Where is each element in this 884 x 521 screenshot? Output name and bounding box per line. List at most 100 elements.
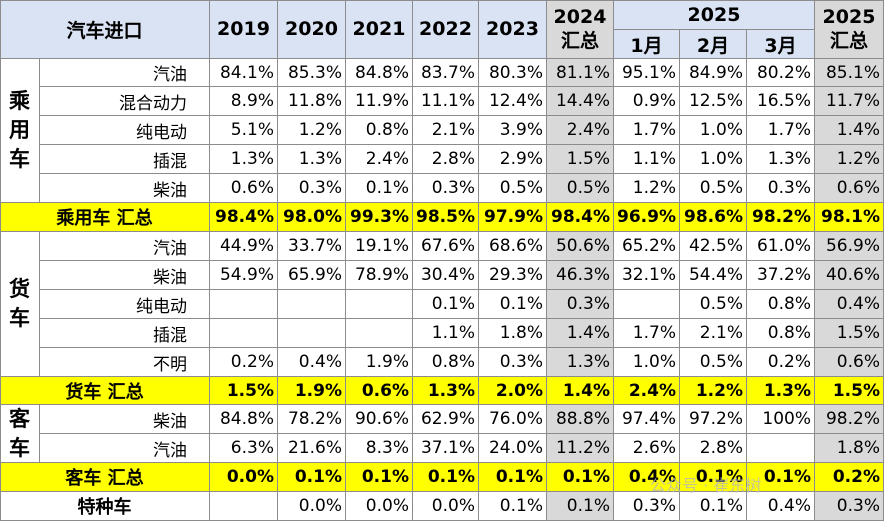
value-cell: 61.0%: [747, 232, 815, 261]
subtotal-value: 2.0%: [479, 377, 547, 405]
value-cell: 83.7%: [413, 59, 479, 87]
value-cell: 88.8%: [547, 405, 614, 434]
value-cell: 0.8%: [413, 348, 479, 377]
value-cell: 2.1%: [413, 116, 479, 145]
value-cell: [747, 434, 815, 463]
value-cell: 97.2%: [680, 405, 747, 434]
row-label: 纯电动: [40, 290, 210, 319]
value-cell: 1.0%: [614, 348, 680, 377]
value-cell: 0.8%: [346, 116, 413, 145]
value-cell: 37.1%: [413, 434, 479, 463]
value-cell: 0.3%: [547, 290, 614, 319]
value-cell: [614, 290, 680, 319]
value-cell: 2.9%: [479, 145, 547, 174]
subtotal-value: 1.2%: [680, 377, 747, 405]
value-cell: 90.6%: [346, 405, 413, 434]
value-cell: 8.9%: [210, 87, 278, 116]
value-cell: 1.7%: [614, 319, 680, 348]
special-value: 0.0%: [413, 492, 479, 521]
value-cell: 2.8%: [413, 145, 479, 174]
special-vehicle-label: 特种车: [0, 492, 210, 521]
subtotal-value: 96.9%: [614, 203, 680, 232]
value-cell: 0.5%: [680, 348, 747, 377]
year-header-2021: 2021: [346, 0, 413, 59]
subtotal-value: 98.5%: [413, 203, 479, 232]
value-cell: 84.8%: [210, 405, 278, 434]
year-header-2019: 2019: [210, 0, 278, 59]
category-char-2-0: 客: [9, 406, 30, 431]
special-value: 0.1%: [479, 492, 547, 521]
year-2025-total-line-0: 2025: [822, 6, 876, 28]
value-cell: 0.1%: [479, 290, 547, 319]
value-cell: 21.6%: [278, 434, 346, 463]
value-cell: 1.4%: [815, 116, 884, 145]
value-cell: 65.2%: [614, 232, 680, 261]
value-cell: 50.6%: [547, 232, 614, 261]
subtotal-value: 1.4%: [547, 377, 614, 405]
value-cell: 16.5%: [747, 87, 815, 116]
subtotal-value: 0.1%: [747, 463, 815, 492]
special-value: 0.3%: [614, 492, 680, 521]
value-cell: 5.1%: [210, 116, 278, 145]
subtotal-value: 0.2%: [815, 463, 884, 492]
subtotal-value: 98.4%: [210, 203, 278, 232]
value-cell: 8.3%: [346, 434, 413, 463]
value-cell: 84.1%: [210, 59, 278, 87]
category-char-2-1: 车: [9, 435, 30, 460]
value-cell: [210, 290, 278, 319]
year-header-2022: 2022: [413, 0, 479, 59]
value-cell: 1.8%: [815, 434, 884, 463]
row-label: 柴油: [40, 405, 210, 434]
value-cell: 0.3%: [413, 174, 479, 203]
subtotal-label: 客车 汇总: [0, 463, 210, 492]
value-cell: 12.4%: [479, 87, 547, 116]
subtotal-value: 1.9%: [278, 377, 346, 405]
value-cell: 30.4%: [413, 261, 479, 290]
value-cell: 1.7%: [747, 116, 815, 145]
value-cell: 1.2%: [278, 116, 346, 145]
value-cell: 0.5%: [680, 174, 747, 203]
value-cell: 12.5%: [680, 87, 747, 116]
special-value: [210, 492, 278, 521]
value-cell: 11.2%: [547, 434, 614, 463]
value-cell: 24.0%: [479, 434, 547, 463]
value-cell: 62.9%: [413, 405, 479, 434]
special-value: 0.1%: [547, 492, 614, 521]
year-2025-total-line-1: 汇总: [829, 30, 868, 52]
subtotal-value: 0.0%: [210, 463, 278, 492]
subtotal-value: 0.6%: [346, 377, 413, 405]
value-cell: 98.2%: [815, 405, 884, 434]
special-value: 0.1%: [680, 492, 747, 521]
row-label: 柴油: [40, 174, 210, 203]
value-cell: 0.5%: [680, 290, 747, 319]
category-label-0: 乘用车: [0, 59, 40, 203]
value-cell: 1.3%: [547, 348, 614, 377]
value-cell: [278, 319, 346, 348]
row-label: 汽油: [40, 59, 210, 87]
month-header-2: 2月: [680, 30, 747, 59]
subtotal-value: 0.1%: [346, 463, 413, 492]
value-cell: 1.9%: [346, 348, 413, 377]
category-char-0-1: 用: [9, 118, 30, 142]
subtotal-value: 99.3%: [346, 203, 413, 232]
value-cell: 0.3%: [479, 348, 547, 377]
value-cell: 1.3%: [210, 145, 278, 174]
subtotal-value: 2.4%: [614, 377, 680, 405]
value-cell: 1.2%: [614, 174, 680, 203]
value-cell: 84.8%: [346, 59, 413, 87]
year-2024-line-0: 2024: [553, 6, 607, 28]
value-cell: 2.4%: [346, 145, 413, 174]
row-label: 插混: [40, 145, 210, 174]
value-cell: 0.6%: [210, 174, 278, 203]
value-cell: 76.0%: [479, 405, 547, 434]
special-value: 0.4%: [747, 492, 815, 521]
category-char-0-0: 乘: [9, 89, 30, 113]
value-cell: 0.5%: [547, 174, 614, 203]
year-header-2024-total: 2024 汇总: [547, 0, 614, 59]
year-header-2025-total: 2025 汇总: [815, 0, 884, 59]
category-label-1: 货车: [0, 232, 40, 377]
value-cell: 100%: [747, 405, 815, 434]
subtotal-value: 0.1%: [547, 463, 614, 492]
value-cell: 81.1%: [547, 59, 614, 87]
